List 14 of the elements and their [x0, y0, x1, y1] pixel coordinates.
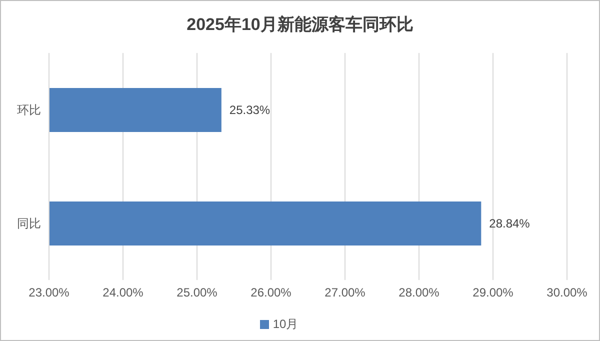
- x-tick-label: 24.00%: [102, 286, 144, 300]
- x-tick-label: 27.00%: [324, 286, 366, 300]
- x-tick-label: 28.00%: [398, 286, 440, 300]
- data-label: 25.33%: [229, 103, 270, 117]
- x-tick-label: 25.00%: [176, 286, 218, 300]
- chart-title: 2025年10月新能源客车同环比: [186, 14, 414, 36]
- x-tick-label: 23.00%: [28, 286, 70, 300]
- y-tick-label: 环比: [17, 103, 41, 118]
- x-tick-label: 29.00%: [472, 286, 514, 300]
- x-tick-label: 30.00%: [546, 286, 588, 300]
- data-label: 28.84%: [489, 216, 530, 230]
- y-tick-label: 同比: [17, 216, 41, 231]
- x-tick-label: 26.00%: [250, 286, 292, 300]
- legend-label: 10月: [272, 317, 298, 331]
